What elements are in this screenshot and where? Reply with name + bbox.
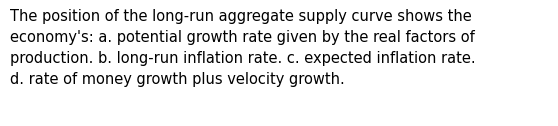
Text: The position of the long-run aggregate supply curve shows the
economy's: a. pote: The position of the long-run aggregate s… [10, 9, 475, 87]
